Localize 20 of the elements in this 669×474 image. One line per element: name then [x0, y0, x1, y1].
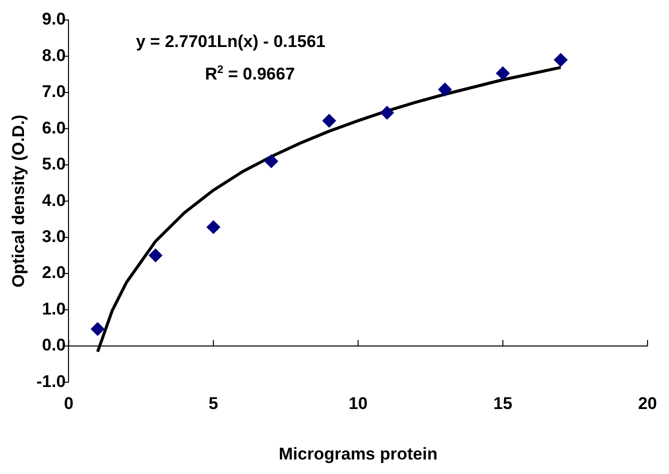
x-axis-title: Micrograms protein	[278, 444, 438, 464]
y-tick-label: 3.0	[42, 227, 66, 246]
y-tick-label: 6.0	[42, 118, 66, 138]
x-tick-label: 5	[208, 394, 218, 414]
y-tick-label: 5.0	[42, 154, 66, 174]
y-tick-label: -1.0	[36, 372, 66, 391]
y-axis-title: Optical density (O.D.)	[8, 114, 28, 288]
y-tick-label: 4.0	[42, 190, 66, 210]
annotation: y = 2.7701Ln(x) - 0.1561	[136, 32, 326, 52]
y-tick-label: 1.0	[42, 299, 66, 318]
x-tick-label: 10	[348, 394, 368, 414]
x-tick-label: 0	[64, 394, 74, 414]
x-tick-label: 20	[638, 394, 658, 414]
y-tick-label: 2.0	[42, 263, 66, 282]
y-tick-label: 0.0	[42, 336, 66, 355]
y-tick-label: 8.0	[42, 46, 66, 65]
y-tick-label: 9.0	[42, 10, 66, 29]
x-tick-label: 15	[493, 394, 512, 414]
y-tick-label: 7.0	[42, 82, 66, 102]
annotation: R$^{2}$ = 0.9667	[205, 64, 295, 85]
